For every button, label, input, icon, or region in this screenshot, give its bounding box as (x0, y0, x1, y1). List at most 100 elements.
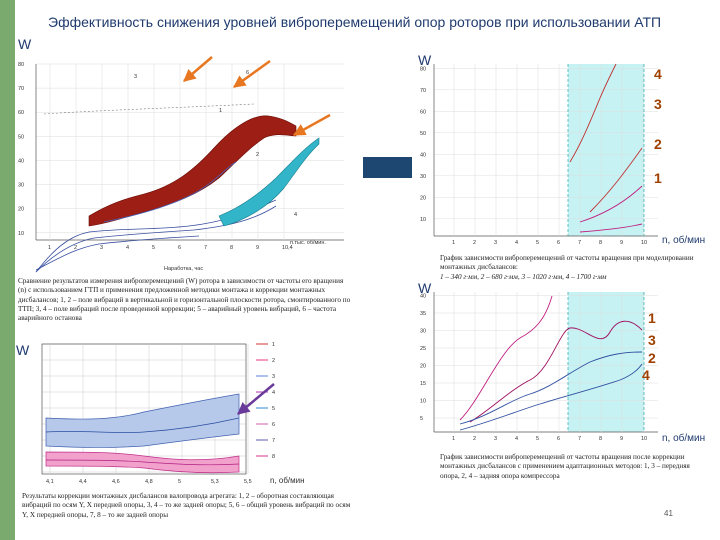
tr-curve-1 (579, 223, 643, 233)
tl-blue-band (35, 205, 277, 273)
arrow-icon (232, 59, 271, 89)
bl-legend-label: 5 (272, 406, 275, 412)
br-curve-number: 4 (642, 367, 650, 383)
tr-n-label: n, об/мин (662, 235, 706, 246)
slide-title: Эффективность снижения уровней вибропере… (48, 14, 662, 30)
br-curve-1 (459, 295, 553, 421)
tr-caption-line1: График зависимости виброперемещений от ч… (440, 254, 694, 272)
tr-x-tick: 9 (620, 240, 623, 246)
br-x-tick: 7 (578, 436, 581, 442)
br-caption: График зависимости виброперемещений от ч… (440, 453, 690, 480)
br-curve-3 (469, 320, 643, 423)
tl-y-tick: 50 (18, 134, 24, 140)
bl-blue-band (45, 393, 240, 448)
bl-pink-band (45, 451, 240, 474)
br-y-tick: 35 (420, 311, 426, 317)
page-number: 41 (664, 509, 673, 518)
bl-x-tick: 4,8 (145, 479, 153, 484)
tl-y-tick: 70 (18, 86, 24, 92)
tr-curve-4 (569, 63, 617, 163)
bl-line (45, 417, 240, 433)
br-chart: 40 35 30 25 20 15 10 5 1 2 3 4 5 6 7 8 9 10 (420, 292, 658, 442)
bl-legend-label: 3 (272, 374, 275, 380)
tr-curve-2 (579, 185, 643, 223)
tl-x-tick: 5 (152, 245, 155, 251)
br-y-tick: 30 (420, 329, 426, 335)
tl-y-tick: 30 (18, 183, 24, 189)
tr-y-tick: 10 (420, 217, 426, 223)
tl-x-tick: 9 (256, 245, 259, 251)
blue-marker-rect (363, 157, 412, 178)
tl-x-tick: 4 (126, 245, 129, 251)
br-n-label: n, об/мин (662, 433, 706, 444)
tr-curve-number: 3 (654, 96, 662, 112)
arrow-icon (292, 113, 331, 137)
arrow-icon (237, 383, 275, 415)
tl-arrows (183, 56, 331, 137)
br-y-tick: 10 (420, 399, 426, 405)
tr-y-tick: 40 (420, 152, 426, 158)
tl-curve-label: 3 (134, 74, 137, 80)
tr-y-ticks: 80 70 60 50 40 30 20 10 (420, 66, 426, 223)
tr-y-tick: 50 (420, 131, 426, 137)
tl-curve-label: 6 (246, 70, 249, 76)
tl-x-tick: 2 (74, 245, 77, 251)
tr-caption-line2: 1 – 340 г·мм, 2 – 680 г·мм, 3 – 1020 г·м… (440, 273, 607, 281)
tl-x-tick: 6 (178, 245, 181, 251)
bl-n-label: n, об/мин (270, 476, 305, 485)
tr-y-tick: 20 (420, 195, 426, 201)
green-side-bar (0, 0, 15, 540)
bl-legend-label: 8 (272, 454, 275, 460)
tr-y-tick: 30 (420, 174, 426, 180)
tr-curve-number: 4 (654, 66, 662, 82)
bl-legend-label: 7 (272, 438, 275, 444)
bl-legend-label: 2 (272, 358, 275, 364)
tr-y-tick: 70 (420, 88, 426, 94)
tl-blue-band (35, 235, 200, 271)
tr-x-ticks: 1 2 3 4 5 6 7 8 9 10 (452, 240, 647, 246)
tr-curve-number: 1 (654, 170, 662, 186)
tl-x-tick: 1 (48, 245, 51, 251)
br-x-tick: 9 (620, 436, 623, 442)
tl-x-tick: 7 (204, 245, 207, 251)
br-x-tick: 4 (515, 436, 518, 442)
tl-line (103, 161, 237, 223)
tr-y-tick: 80 (420, 66, 426, 72)
br-x-ticks: 1 2 3 4 5 6 7 8 9 10 (452, 436, 647, 442)
tl-cyan-band (218, 137, 320, 227)
br-curve-number: 1 (648, 310, 656, 326)
bl-x-tick: 5,5 (244, 479, 252, 484)
tr-w-label: W (418, 52, 432, 68)
tr-x-tick: 3 (494, 240, 497, 246)
tl-x-ticks: 1 2 3 4 5 6 7 8 9 10,4 (48, 245, 293, 251)
br-curve-number: 3 (648, 332, 656, 348)
tr-curve-number: 2 (654, 136, 662, 152)
br-x-tick: 3 (494, 436, 497, 442)
bl-legend-label: 1 (272, 342, 275, 348)
tr-x-tick: 1 (452, 240, 455, 246)
bl-chart: 4,1 4,4 4,6 4,8 5 5,3 5,5 (41, 343, 252, 484)
arrow-icon (183, 56, 213, 82)
br-grid (433, 292, 658, 433)
br-y-tick: 40 (420, 294, 426, 300)
br-y-tick: 5 (420, 416, 423, 422)
bl-legend-label: 4 (272, 390, 275, 396)
br-w-label: W (418, 280, 432, 296)
tl-line-dashed (43, 103, 255, 115)
tr-x-tick: 2 (473, 240, 476, 246)
bl-x-tick: 4,4 (79, 479, 87, 484)
br-curve-2 (459, 351, 643, 425)
tl-x-tick: 10,4 (282, 245, 293, 251)
tr-chart: 80 70 60 50 40 30 20 10 1 2 3 4 5 6 7 8 9 10 (420, 63, 658, 246)
tl-y-tick: 10 (18, 231, 24, 237)
tl-curve-label: 1 (219, 108, 222, 114)
tr-y-tick: 60 (420, 109, 426, 115)
tl-y-tick: 40 (18, 158, 24, 164)
tl-curve-label: 2 (256, 152, 259, 158)
bl-w-label: W (16, 342, 30, 358)
bl-x-tick: 4,6 (112, 479, 120, 484)
tr-x-tick: 5 (536, 240, 539, 246)
tr-x-tick: 8 (599, 240, 602, 246)
bl-line (45, 459, 240, 466)
br-y-ticks: 40 35 30 25 20 15 10 5 (420, 294, 426, 423)
